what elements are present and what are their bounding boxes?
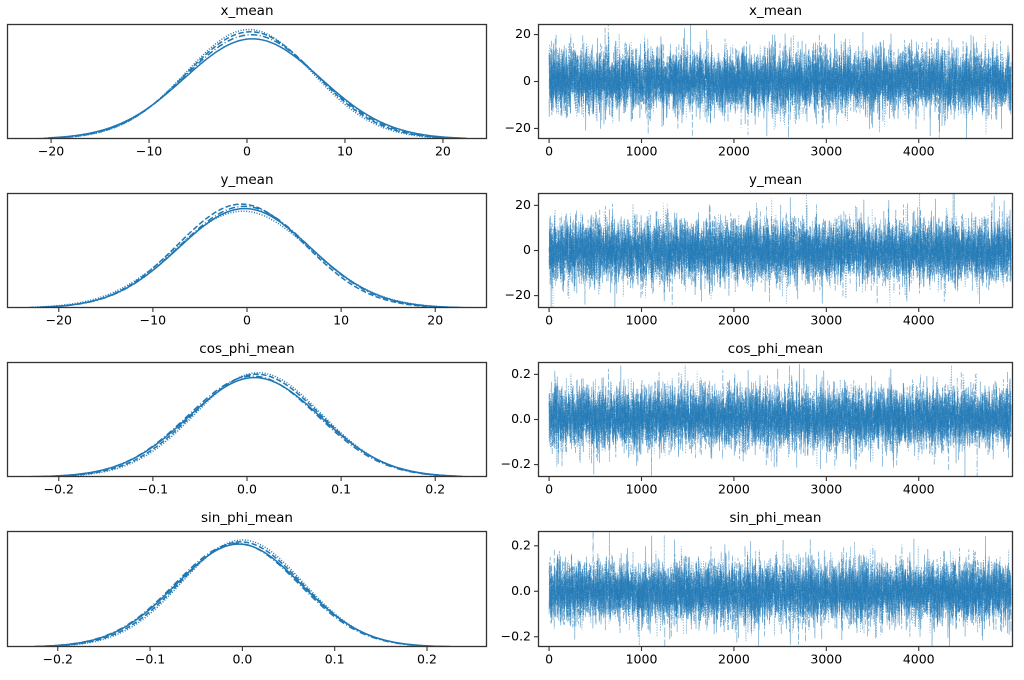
series-line — [48, 38, 467, 139]
series-line — [548, 24, 1012, 138]
axes-spines — [6, 192, 488, 309]
x-tick-label: 0.1 — [331, 482, 351, 497]
data-series-group — [33, 539, 470, 647]
x-tick-label: 2000 — [718, 482, 750, 497]
plot-panel-row3-right: 0 1000 2000 3000 4000 −0.2 0.0 0.2 — [482, 358, 1024, 503]
x-tick-label: 10 — [333, 313, 349, 328]
panel-title: cos_phi_mean — [727, 341, 824, 357]
x-tick-label: 0.0 — [232, 652, 252, 667]
x-tick-label: 2000 — [718, 313, 750, 328]
axes-spines — [6, 361, 488, 478]
series-line — [33, 542, 457, 647]
series-line — [32, 210, 472, 308]
x-tick-label: −0.2 — [43, 652, 73, 667]
x-tick-label: 3000 — [810, 313, 842, 328]
x-tick-label: 20 — [427, 313, 443, 328]
y-tick-label: −20 — [505, 120, 531, 135]
x-tick-label: −0.1 — [138, 482, 168, 497]
panel-title: x_mean — [220, 3, 274, 19]
y-tick-label: −0.2 — [501, 456, 531, 471]
series-line — [43, 31, 459, 139]
data-series-group — [548, 531, 1012, 647]
panel-title: cos_phi_mean — [199, 341, 295, 357]
series-line — [44, 539, 470, 647]
x-tick-label: 4000 — [903, 144, 935, 159]
data-series-group — [548, 364, 1012, 477]
data-series-group — [28, 203, 472, 308]
x-tick-label: 0.2 — [417, 652, 437, 667]
x-tick-label: 0 — [243, 144, 251, 159]
y-tick-label: 0.2 — [511, 366, 531, 381]
y-tick-label: 0.0 — [511, 583, 531, 598]
x-tick-label: 3000 — [810, 144, 842, 159]
y-tick-label: 20 — [515, 197, 531, 212]
panel-title: y_mean — [220, 172, 274, 188]
series-line — [51, 34, 465, 139]
data-series-group — [24, 372, 466, 477]
x-tick-label: 1000 — [626, 652, 658, 667]
x-tick-label: 0 — [243, 313, 251, 328]
x-tick-label: 0 — [545, 652, 553, 667]
series-line — [548, 203, 1012, 305]
x-tick-label: 0.2 — [425, 482, 445, 497]
panel-title: sin_phi_mean — [200, 510, 293, 526]
plot-panel-row4-right: 0 1000 2000 3000 4000 −0.2 0.0 0.2 — [482, 527, 1024, 673]
data-series-group — [35, 28, 467, 139]
data-series-group — [548, 24, 1012, 139]
x-tick-label: −0.1 — [135, 652, 165, 667]
series-line — [30, 375, 460, 477]
x-tick-label: −10 — [140, 313, 166, 328]
y-tick-label: 0.0 — [511, 411, 531, 426]
series-line — [548, 368, 1012, 477]
panel-title: x_mean — [748, 3, 803, 19]
y-tick-label: −0.2 — [501, 628, 531, 643]
plot-panel-row1-left: −20 −10 0 10 20 — [0, 20, 499, 165]
panel-title: sin_phi_mean — [729, 510, 822, 526]
x-tick-label: 0.0 — [237, 482, 257, 497]
x-tick-label: 4000 — [903, 652, 935, 667]
y-tick-label: 0 — [523, 73, 531, 88]
x-tick-label: 3000 — [810, 482, 842, 497]
plot-panel-row2-right: 0 1000 2000 3000 4000 −20 0 20 — [482, 189, 1024, 334]
x-tick-label: 0.1 — [325, 652, 345, 667]
axes-spines — [537, 23, 1014, 140]
series-line — [32, 373, 458, 477]
x-tick-label: −20 — [38, 144, 64, 159]
axes-spines — [6, 530, 488, 648]
y-tick-label: 0 — [523, 242, 531, 257]
x-tick-label: 2000 — [718, 144, 750, 159]
x-tick-label: −10 — [136, 144, 162, 159]
axes-spines — [537, 361, 1014, 478]
axes-spines — [537, 530, 1014, 648]
x-tick-label: 4000 — [903, 482, 935, 497]
y-tick-label: 0.2 — [511, 537, 531, 552]
x-tick-label: 1000 — [626, 144, 658, 159]
x-tick-label: 3000 — [810, 652, 842, 667]
x-tick-label: −0.2 — [44, 482, 74, 497]
plot-panel-row2-left: −20 −10 0 10 20 — [0, 189, 499, 334]
plot-panel-row4-left: −0.2 −0.1 0.0 0.1 0.2 — [0, 527, 499, 673]
plot-panel-row1-right: 0 1000 2000 3000 4000 −20 0 20 — [482, 20, 1024, 165]
x-tick-label: 0 — [545, 482, 553, 497]
y-tick-label: −20 — [505, 287, 531, 302]
x-tick-label: 4000 — [903, 313, 935, 328]
data-series-group — [548, 193, 1012, 308]
x-tick-label: −20 — [46, 313, 72, 328]
x-tick-label: 1000 — [626, 482, 658, 497]
x-tick-label: 20 — [435, 144, 451, 159]
axes-spines — [537, 192, 1014, 309]
x-tick-label: 0 — [545, 313, 553, 328]
y-tick-label: 20 — [515, 26, 531, 41]
panel-title: y_mean — [748, 172, 803, 188]
x-tick-label: 10 — [337, 144, 353, 159]
x-tick-label: 1000 — [626, 313, 658, 328]
x-tick-label: 2000 — [718, 652, 750, 667]
series-line — [548, 193, 1012, 304]
series-line — [28, 203, 453, 308]
series-line — [548, 531, 1012, 647]
plot-panel-row3-left: −0.2 −0.1 0.0 0.1 0.2 — [0, 358, 499, 503]
axes-spines — [6, 23, 488, 140]
x-tick-label: 0 — [545, 144, 553, 159]
